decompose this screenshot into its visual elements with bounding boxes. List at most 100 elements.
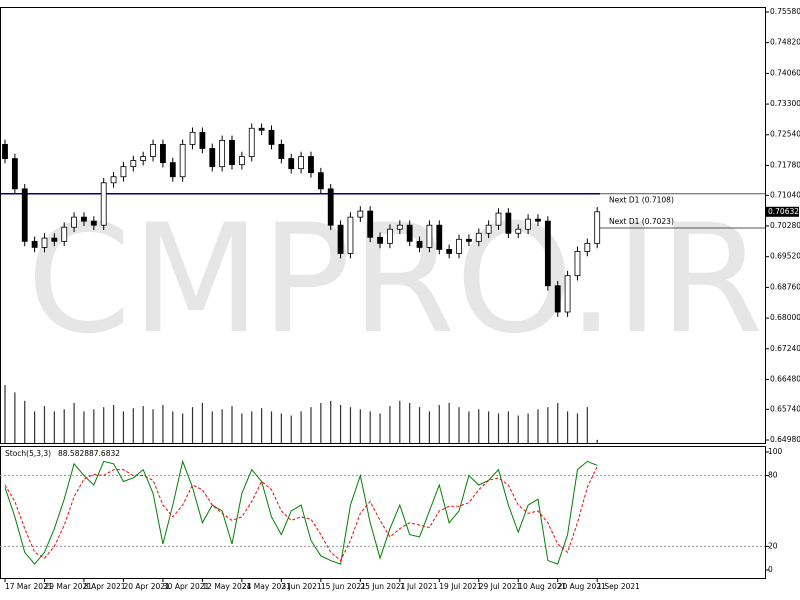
volume-bar [566, 411, 569, 443]
volume-bar [596, 439, 598, 443]
price-box [766, 206, 799, 217]
volume-bar [191, 407, 194, 443]
candle-body [31, 240, 38, 248]
level-label: Next D1 (0.7108) [609, 196, 674, 205]
volume-bar [83, 411, 85, 443]
candle-body [110, 176, 117, 184]
candle-body [495, 212, 502, 226]
x-tick-label: 7 Jul 2021 [400, 582, 438, 591]
candle-body [357, 210, 364, 218]
y-tick-label: 0.68000 [770, 313, 800, 322]
y-tick-label: 0.65740 [770, 404, 800, 413]
volume-bar [349, 407, 352, 443]
volume-bar [162, 405, 164, 443]
volume-bar [43, 406, 46, 443]
candle-body [574, 251, 581, 277]
volume-bar [24, 400, 26, 443]
candle-body [317, 172, 324, 190]
candle-body [2, 144, 8, 159]
volume-bar [468, 411, 470, 443]
y-tick-label: 0.67240 [770, 344, 800, 353]
volume-bar [458, 407, 460, 443]
x-tick-label: 8 Apr 2021 [84, 582, 126, 591]
candle-body [475, 232, 482, 242]
volume-bar [211, 411, 213, 443]
volume-bar [448, 402, 450, 443]
candle-body [71, 216, 77, 228]
volume-bar [53, 411, 55, 443]
volume-bar [122, 411, 125, 443]
y-tick-label: 0 [768, 565, 773, 574]
candle-body [327, 188, 334, 226]
volume-bar [290, 415, 292, 443]
candle-body [248, 127, 255, 157]
candle-body [396, 224, 403, 230]
volume-bar [379, 413, 381, 443]
candle-body [150, 144, 156, 157]
volume-bar [507, 411, 509, 443]
y-tick-label: 0.69520 [770, 252, 800, 261]
x-tick-label: 15 Jun 2021 [321, 582, 366, 591]
candle-body [219, 140, 226, 168]
x-tick-label: 20 Apr 2021 [123, 582, 170, 591]
candle-body [535, 218, 541, 222]
candle-body [337, 224, 344, 254]
volume-bar [73, 402, 75, 443]
volume-bar [547, 407, 549, 443]
y-tick-label: 20 [768, 541, 778, 550]
candle-body [120, 166, 127, 178]
candle-body [199, 131, 206, 149]
volume-bar [261, 408, 263, 443]
volume-bar [428, 411, 431, 443]
volume-bar [280, 413, 282, 443]
y-tick-label: 0.74060 [770, 68, 800, 77]
candle-body [100, 182, 107, 226]
candle-body [436, 224, 443, 250]
candle-body [387, 228, 393, 244]
candle-body [90, 220, 97, 226]
candle-body [347, 216, 354, 254]
volume-bar [409, 402, 411, 443]
candle-body [258, 127, 265, 131]
level-label: Next D1 (0.7023) [609, 217, 674, 226]
y-tick-label: 0.70280 [770, 221, 800, 230]
volume-bar [231, 406, 233, 443]
candle-body [456, 238, 462, 254]
candle-body [485, 224, 492, 234]
volume-bar [14, 392, 16, 443]
volume-bar [132, 408, 134, 443]
main-pane-frame [0, 7, 766, 444]
volume-bar [34, 411, 36, 443]
volume-bar [399, 400, 401, 443]
y-tick-label: 80 [768, 471, 778, 480]
volume-bar [270, 411, 273, 443]
candle-body [377, 236, 383, 244]
volume-bar [112, 405, 115, 443]
candle-body [505, 212, 512, 234]
volume-bar [389, 406, 391, 443]
stoch-line [4, 459, 598, 565]
volume-bar [369, 411, 371, 443]
stoch-title: Stoch(5,3,3) [5, 449, 51, 458]
volume-bar [339, 405, 342, 443]
volume-bar [310, 407, 312, 443]
volume-bar [182, 413, 184, 443]
candle-body [426, 224, 433, 248]
x-tick-label: 29 Mar 2021 [44, 582, 92, 591]
candle-body [41, 237, 48, 248]
volume-bar [478, 409, 480, 443]
y-tick-label: 0.66480 [770, 374, 800, 383]
watermark: CMPRO.IR [27, 193, 764, 367]
candle-body [229, 140, 235, 166]
candle-body [11, 158, 18, 190]
x-tick-label: 3 Jun 2021 [281, 582, 322, 591]
volume-bar [172, 411, 174, 443]
candle-body [179, 144, 186, 178]
candle-body [544, 220, 551, 287]
candle-body [515, 228, 522, 234]
candle-body [81, 216, 87, 222]
candle-body [406, 224, 413, 242]
x-tick-label: 24 May 2021 [242, 582, 291, 591]
x-tick-label: 17 Mar 2021 [5, 582, 53, 591]
